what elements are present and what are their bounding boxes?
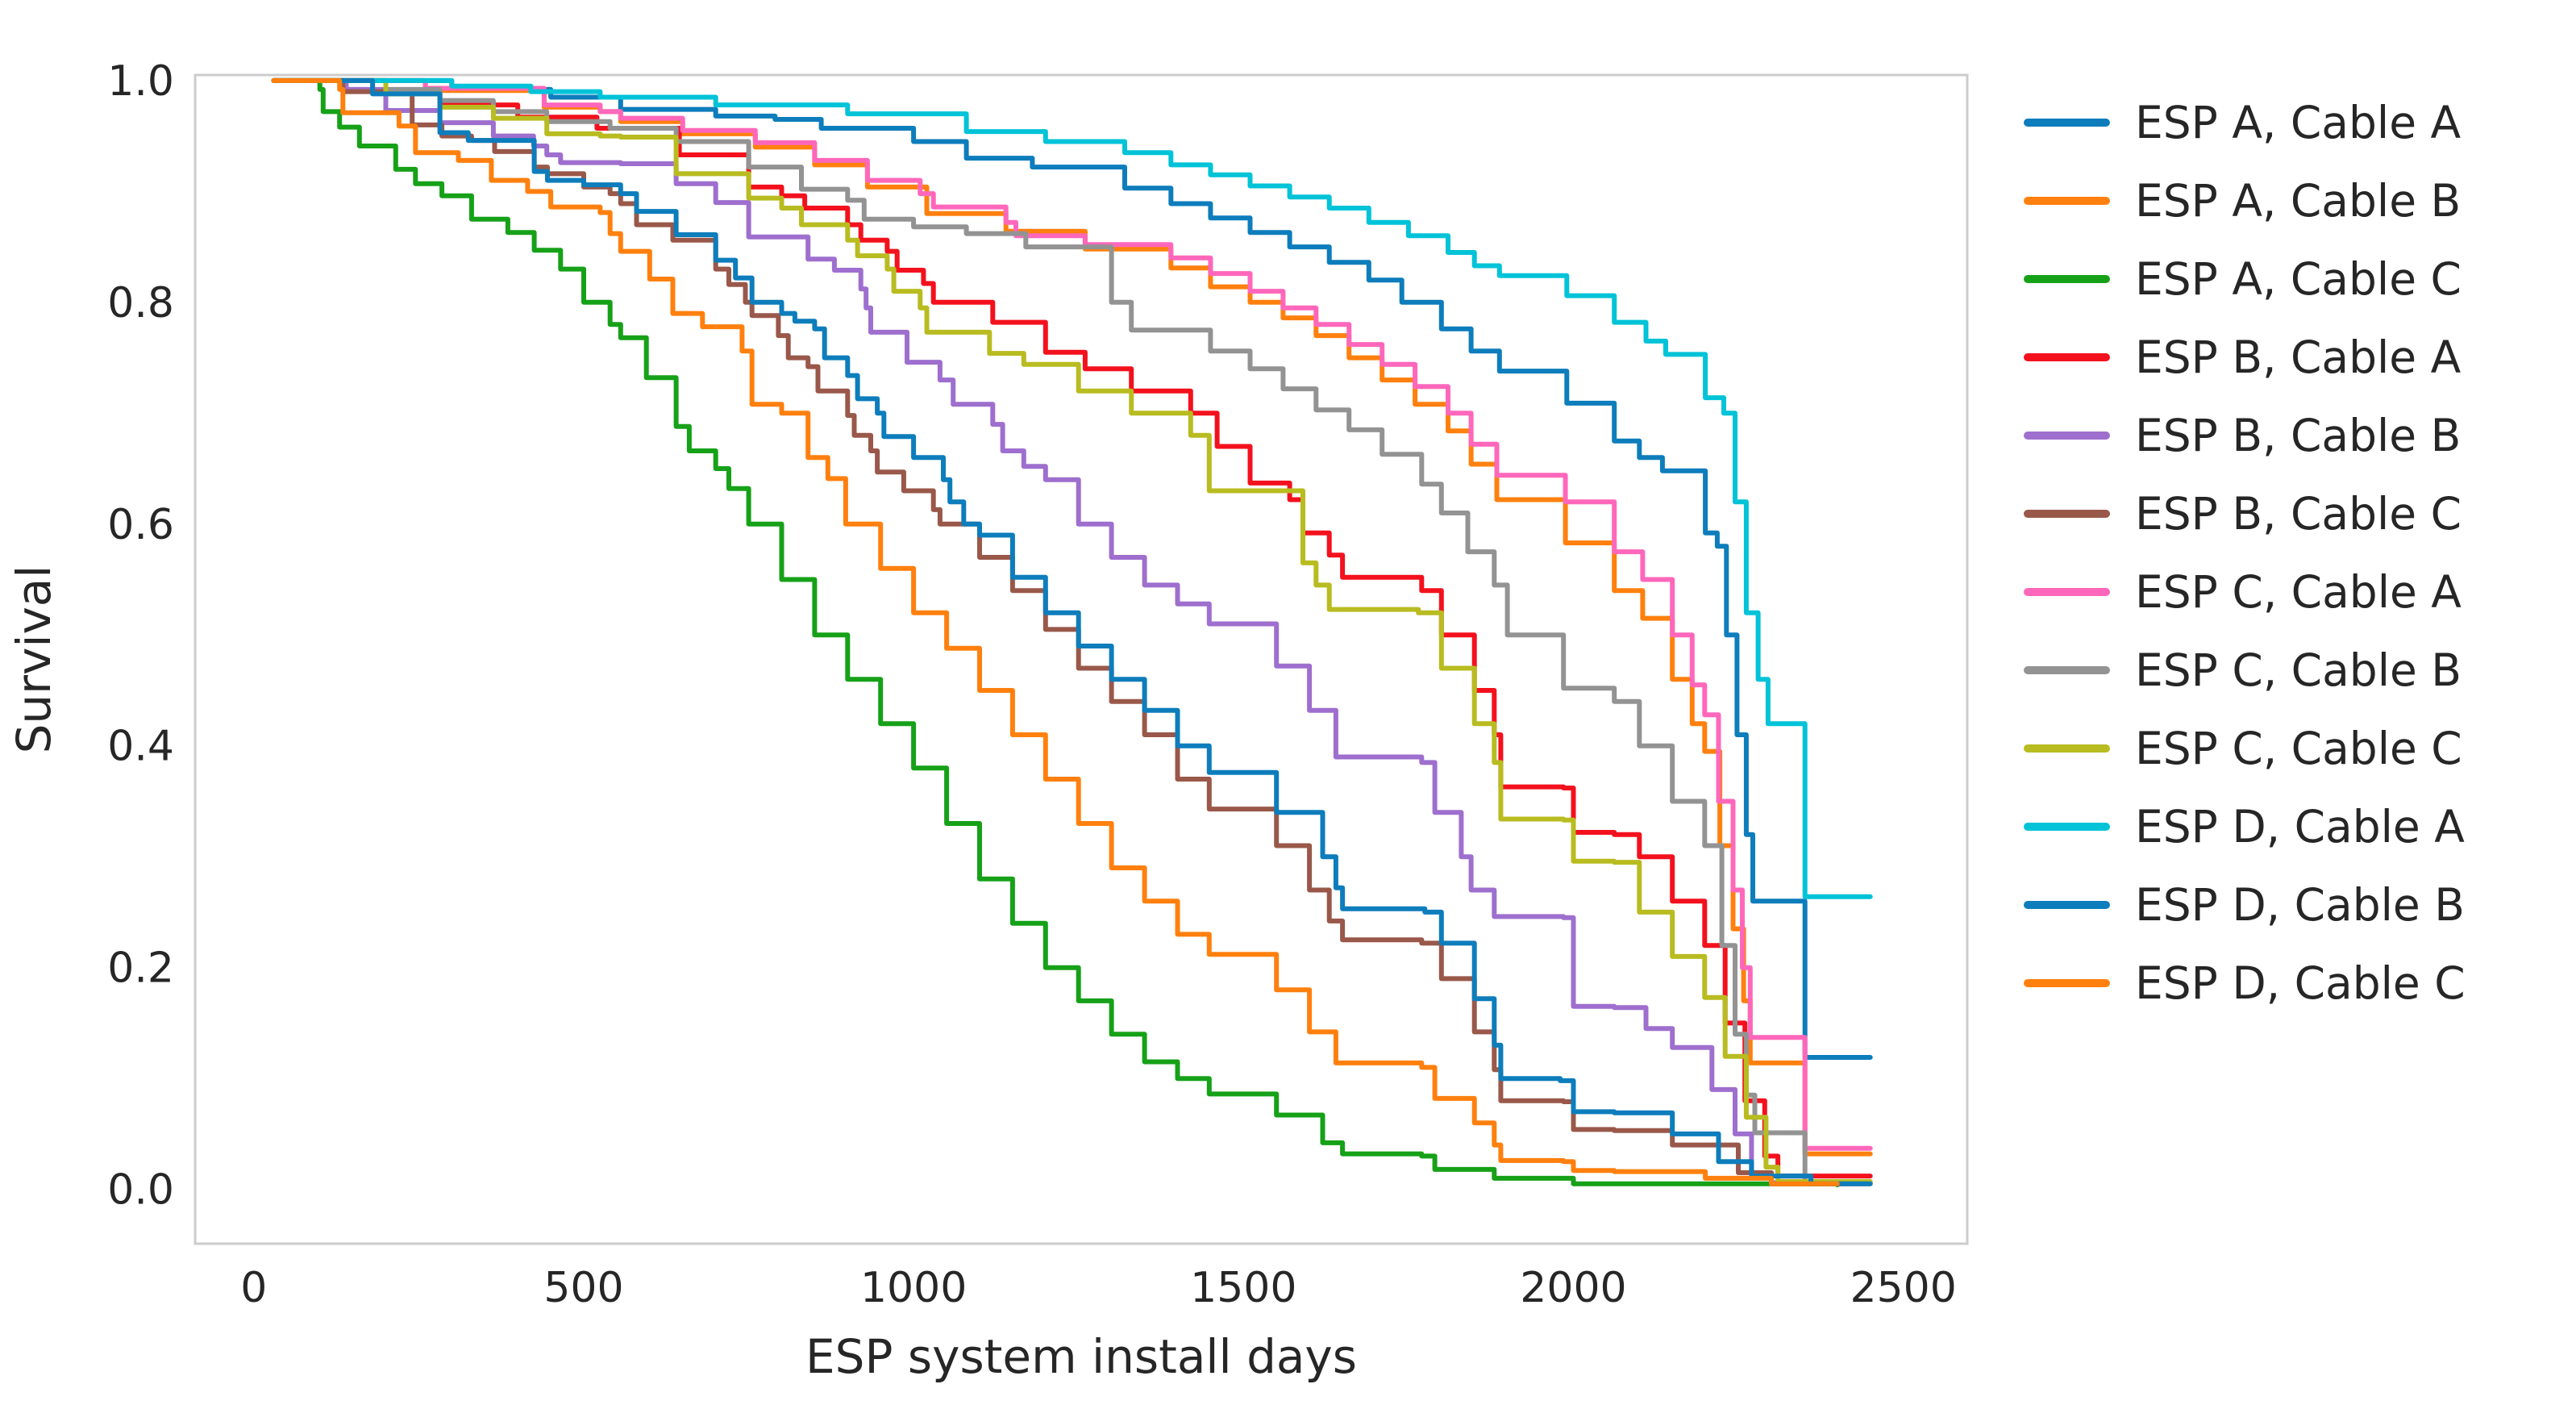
x-tick-2500: 2500 bbox=[1850, 1264, 1956, 1312]
y-tick-0.2: 0.2 bbox=[107, 944, 174, 993]
series-line-esp-b-cable-b bbox=[271, 77, 1873, 1186]
x-tick-2000: 2000 bbox=[1520, 1264, 1626, 1312]
y-tick-0.0: 0.0 bbox=[107, 1166, 174, 1215]
y-axis-tick-labels: 0.0 0.2 0.4 0.6 0.8 1.0 bbox=[107, 57, 174, 1215]
series-line-esp-d-cable-b bbox=[271, 77, 1873, 1186]
x-tick-500: 500 bbox=[543, 1264, 623, 1312]
legend-item-esp-d-cable-b: ESP D, Cable B bbox=[2024, 879, 2465, 931]
legend-item-esp-a-cable-b: ESP A, Cable B bbox=[2024, 175, 2461, 227]
legend-label: ESP A, Cable A bbox=[2135, 97, 2462, 148]
series-line-esp-a-cable-a bbox=[271, 77, 1873, 1060]
x-tick-1000: 1000 bbox=[860, 1264, 967, 1312]
y-tick-0.4: 0.4 bbox=[107, 723, 174, 771]
legend-label: ESP A, Cable B bbox=[2135, 175, 2461, 227]
legend-label: ESP D, Cable B bbox=[2135, 879, 2465, 931]
legend-item-esp-a-cable-c: ESP A, Cable C bbox=[2024, 253, 2462, 305]
series-line-esp-b-cable-a bbox=[271, 77, 1873, 1179]
legend-label: ESP B, Cable B bbox=[2135, 410, 2461, 461]
legend-item-esp-d-cable-c: ESP D, Cable C bbox=[2024, 957, 2466, 1009]
y-axis-title: Survival bbox=[6, 565, 61, 754]
legend-item-esp-b-cable-c: ESP B, Cable C bbox=[2024, 488, 2462, 540]
legend-label: ESP C, Cable A bbox=[2135, 566, 2462, 618]
legend-item-esp-a-cable-a: ESP A, Cable A bbox=[2024, 97, 2462, 148]
y-tick-0.6: 0.6 bbox=[107, 501, 174, 549]
series-line-esp-c-cable-b bbox=[271, 77, 1873, 1186]
series-line-esp-c-cable-c bbox=[271, 77, 1873, 1184]
legend-item-esp-b-cable-b: ESP B, Cable B bbox=[2024, 410, 2461, 461]
legend-label: ESP B, Cable C bbox=[2135, 488, 2462, 540]
series-line-esp-d-cable-a bbox=[271, 77, 1873, 899]
legend-item-esp-c-cable-c: ESP C, Cable C bbox=[2024, 723, 2462, 774]
legend-item-esp-d-cable-a: ESP D, Cable A bbox=[2024, 801, 2465, 853]
legend-label: ESP C, Cable B bbox=[2135, 644, 2462, 696]
series-group bbox=[271, 77, 1873, 1188]
legend-label: ESP A, Cable C bbox=[2135, 253, 2462, 305]
y-tick-0.8: 0.8 bbox=[107, 279, 174, 327]
legend-item-esp-c-cable-b: ESP C, Cable B bbox=[2024, 644, 2462, 696]
y-tick-1.0: 1.0 bbox=[107, 57, 174, 106]
series-line-esp-d-cable-c bbox=[271, 77, 1840, 1186]
x-axis-title: ESP system install days bbox=[805, 1329, 1357, 1384]
series-line-esp-c-cable-a bbox=[271, 77, 1873, 1151]
legend-item-esp-b-cable-a: ESP B, Cable A bbox=[2024, 331, 2462, 383]
x-axis-tick-labels: 0 500 1000 1500 2000 2500 bbox=[240, 1264, 1957, 1312]
legend-label: ESP D, Cable C bbox=[2135, 957, 2466, 1009]
series-line-esp-a-cable-c bbox=[271, 77, 1840, 1188]
legend: ESP A, Cable A ESP A, Cable B ESP A, Cable… bbox=[2024, 97, 2466, 1009]
legend-item-esp-c-cable-a: ESP C, Cable A bbox=[2024, 566, 2462, 618]
legend-label: ESP C, Cable C bbox=[2135, 723, 2462, 774]
legend-label: ESP B, Cable A bbox=[2135, 331, 2462, 383]
plot-frame bbox=[194, 73, 1969, 1245]
x-tick-0: 0 bbox=[240, 1264, 267, 1312]
legend-label: ESP D, Cable A bbox=[2135, 801, 2465, 853]
x-tick-1500: 1500 bbox=[1190, 1264, 1296, 1312]
